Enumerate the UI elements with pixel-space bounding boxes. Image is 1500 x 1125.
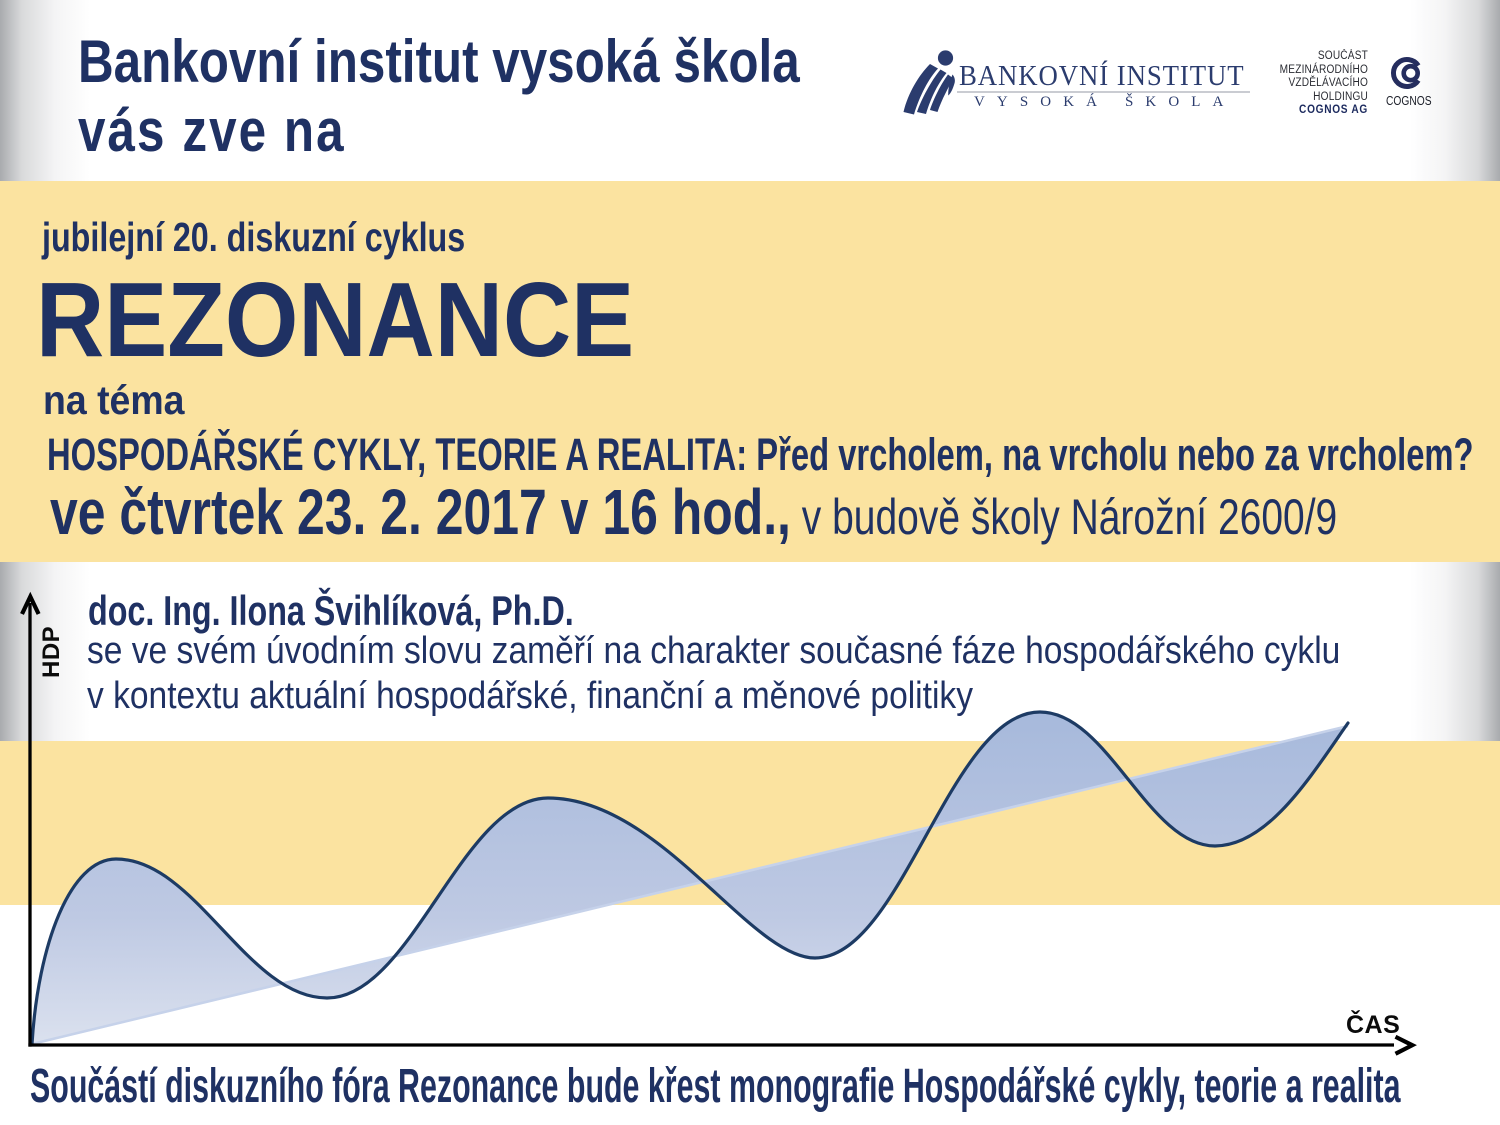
svg-text:HDP: HDP — [38, 626, 65, 678]
svg-text:ČAS: ČAS — [1346, 1009, 1400, 1039]
